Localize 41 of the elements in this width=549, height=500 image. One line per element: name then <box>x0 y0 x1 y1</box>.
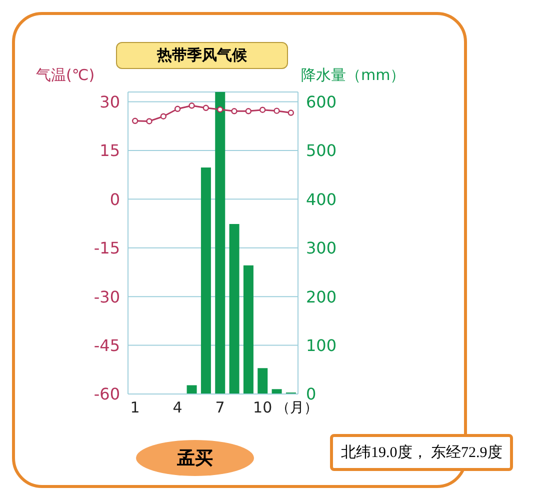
chart-title: 热带季风气候 <box>116 42 288 69</box>
y-tick-label: -60 <box>94 384 120 404</box>
bar <box>258 368 268 394</box>
point <box>146 118 152 124</box>
y-tick-label: -30 <box>94 287 120 306</box>
y-axis-title: 气温(℃) <box>36 66 95 85</box>
y-tick-label: -45 <box>94 336 120 355</box>
y2-tick-label: 500 <box>306 141 337 160</box>
point <box>216 106 224 113</box>
x-tick-label: 4 <box>172 398 182 417</box>
y-tick-label: 15 <box>100 141 120 160</box>
y2-tick-label: 600 <box>306 92 337 112</box>
point <box>274 108 280 114</box>
x-tick-label: 7 <box>215 398 225 417</box>
y-tick-label: 0 <box>110 190 120 209</box>
x-tick-label: 1 <box>130 398 140 417</box>
bar <box>215 92 226 394</box>
y2-tick-label: 300 <box>306 238 337 258</box>
y-tick-label: 30 <box>100 92 120 112</box>
bar <box>272 389 282 394</box>
point <box>202 104 210 112</box>
point <box>245 108 252 114</box>
y2-axis-title: 降水量（mm） <box>301 66 406 85</box>
point <box>259 106 266 113</box>
point <box>231 108 238 114</box>
point <box>174 106 181 112</box>
bar <box>200 168 211 394</box>
point <box>160 113 167 120</box>
text: 孟买 <box>136 440 254 476</box>
y-tick-label: -15 <box>94 238 120 258</box>
y2-tick-label: 200 <box>306 287 337 306</box>
point <box>132 118 138 124</box>
text: 北纬19.0度， 东经72.9度 <box>330 434 514 471</box>
x-tick-label: 10 <box>253 398 272 417</box>
point <box>188 102 195 109</box>
y2-tick-label: 100 <box>306 336 337 355</box>
bar <box>186 385 197 394</box>
point <box>288 110 294 116</box>
bar <box>229 224 240 394</box>
y2-tick-label: 400 <box>306 190 337 209</box>
bar <box>243 265 254 394</box>
